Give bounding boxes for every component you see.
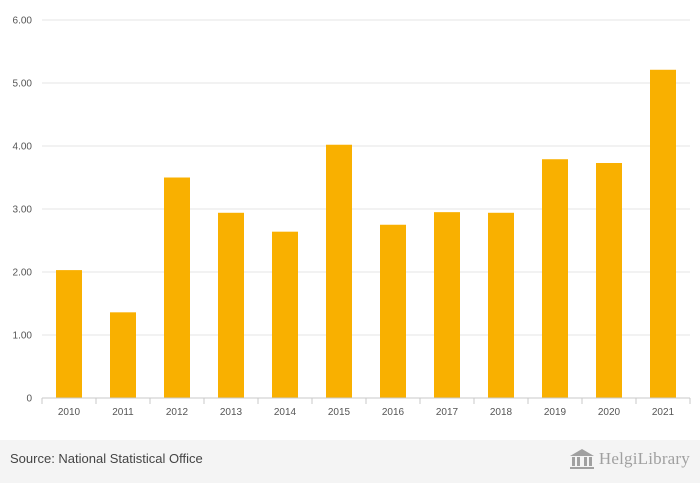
x-tick-label: 2021 xyxy=(652,407,675,418)
y-tick-label: 3.00 xyxy=(13,205,33,216)
y-tick-label: 2.00 xyxy=(13,268,33,279)
footer: Source: National Statistical Office Helg… xyxy=(0,440,700,483)
x-tick-label: 2010 xyxy=(58,407,81,418)
bar-2010[interactable] xyxy=(56,270,82,398)
bar-2020[interactable] xyxy=(596,163,622,398)
library-building-icon xyxy=(569,449,594,469)
x-axis-ticks: 2010 2011 2012 2013 2014 2015 2016 2017 2018 2019… xyxy=(58,407,675,418)
x-tick-label: 2020 xyxy=(598,407,621,418)
y-tick-label: 5.00 xyxy=(13,79,33,90)
bar-2016[interactable] xyxy=(380,224,406,398)
source-text: Source: National Statistical Office xyxy=(10,451,203,466)
bar-2012[interactable] xyxy=(164,177,190,399)
y-tick-label: 1.00 xyxy=(13,331,33,342)
bar-2011[interactable] xyxy=(110,312,136,398)
x-tick-label: 2014 xyxy=(274,407,297,418)
bar-2021[interactable] xyxy=(650,69,676,399)
helgilibrary-logo[interactable]: HelgiLibrary xyxy=(569,448,690,470)
bar-2013[interactable] xyxy=(218,212,244,398)
x-axis xyxy=(41,397,691,404)
bar-2015[interactable] xyxy=(326,144,352,398)
y-axis-ticks: 0 1.00 2.00 3.00 4.00 5.00 6.00 xyxy=(13,16,33,405)
bar-2014[interactable] xyxy=(272,231,298,398)
bar-chart: 01.002.003.004.005.006.00 2010 2011 2012 20… xyxy=(13,16,691,418)
bar-2017[interactable] xyxy=(434,212,460,398)
y-tick-label: 4.00 xyxy=(13,142,33,153)
bar-2018[interactable] xyxy=(488,212,514,398)
gridlines xyxy=(42,19,690,336)
x-tick-label: 2015 xyxy=(328,407,351,418)
bar-2019[interactable] xyxy=(542,159,568,398)
logo-text: HelgiLibrary xyxy=(598,449,690,468)
x-tick-label: 2019 xyxy=(544,407,567,418)
x-tick-label: 2013 xyxy=(220,407,243,418)
y-tick-label: 0 xyxy=(26,394,32,405)
x-tick-label: 2011 xyxy=(112,407,134,418)
y-tick-label: 6.00 xyxy=(13,16,33,27)
x-tick-label: 2017 xyxy=(436,407,459,418)
x-tick-label: 2016 xyxy=(382,407,405,418)
x-tick-label: 2018 xyxy=(490,407,513,418)
bars xyxy=(56,69,676,399)
x-tick-label: 2012 xyxy=(166,407,189,418)
